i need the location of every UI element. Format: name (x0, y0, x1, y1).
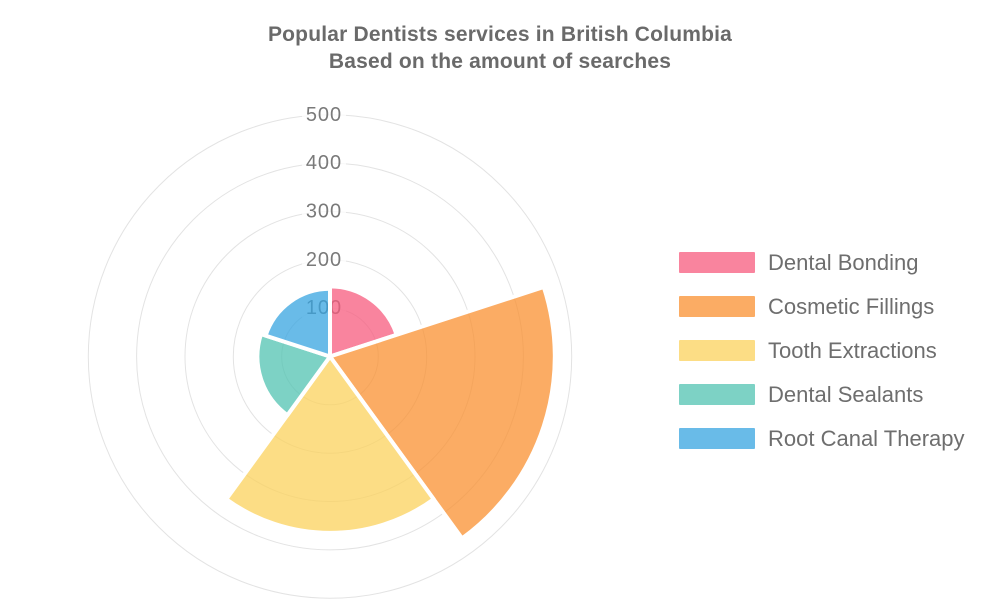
chart-title-line1: Popular Dentists services in British Col… (267, 23, 733, 46)
legend-label-dental-bonding: Dental Bonding (768, 249, 919, 275)
radial-tick-label-400: 400 (306, 152, 342, 174)
legend-label-tooth-extractions: Tooth Extractions (768, 337, 937, 363)
radial-tick-backdrop-400 (302, 153, 346, 174)
slice-cosmetic-fillings[interactable] (328, 285, 557, 541)
legend-item-root-canal-therapy[interactable]: Root Canal Therapy (679, 425, 965, 451)
legend-label-cosmetic-fillings: Cosmetic Fillings (768, 293, 935, 319)
radial-tick-backdrop-500 (302, 104, 346, 125)
legend-swatch-tooth-extractions (679, 340, 755, 361)
legend-swatch-dental-sealants (679, 384, 755, 405)
legend-item-dental-bonding[interactable]: Dental Bonding (679, 249, 965, 275)
legend: Dental Bonding Cosmetic Fillings Tooth Ext… (679, 249, 965, 472)
legend-swatch-root-canal-therapy (679, 428, 755, 449)
legend-item-dental-sealants[interactable]: Dental Sealants (679, 381, 965, 407)
radial-tick-label-500: 500 (306, 104, 342, 126)
slice-tooth-extractions[interactable] (224, 354, 436, 535)
legend-label-dental-sealants: Dental Sealants (768, 381, 924, 407)
legend-swatch-dental-bonding (679, 252, 755, 273)
radial-tick-label-200: 200 (306, 249, 342, 271)
radial-tick-backdrop-300 (302, 201, 346, 222)
slice-root-canal-therapy[interactable] (263, 286, 332, 359)
legend-label-root-canal-therapy: Root Canal Therapy (768, 425, 965, 451)
radial-tick-backdrop-200 (302, 249, 346, 270)
legend-item-cosmetic-fillings[interactable]: Cosmetic Fillings (679, 293, 965, 319)
chart-title: Popular Dentists services in British Col… (0, 21, 1000, 75)
legend-swatch-cosmetic-fillings (679, 296, 755, 317)
radial-tick-label-300: 300 (306, 201, 342, 223)
chart-title-line2: Based on the amount of searches (328, 50, 672, 73)
legend-item-tooth-extractions[interactable]: Tooth Extractions (679, 337, 965, 363)
slice-dental-sealants[interactable] (255, 332, 332, 418)
